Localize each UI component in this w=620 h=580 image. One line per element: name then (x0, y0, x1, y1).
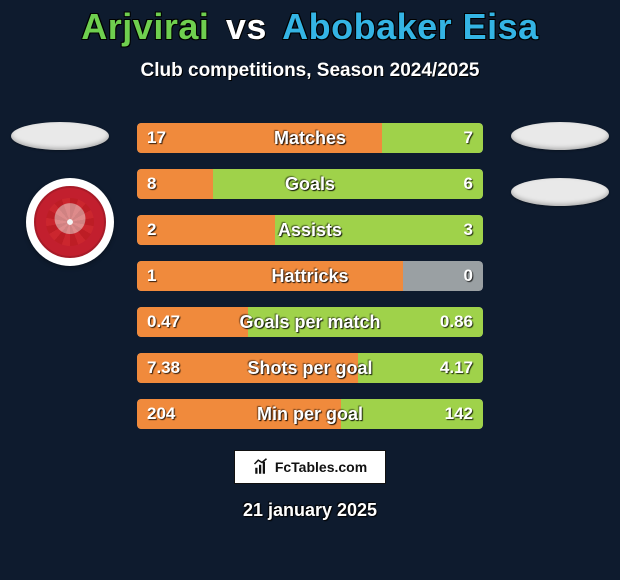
stat-row: 23Assists (137, 215, 483, 245)
player2-badge-placeholder (511, 122, 609, 150)
stat-fill-right (213, 169, 483, 199)
stat-value-left: 8 (137, 169, 166, 199)
brand-text: FcTables.com (275, 459, 367, 475)
club-badge (26, 178, 114, 266)
stat-value-right: 142 (435, 399, 483, 429)
stat-value-right: 6 (454, 169, 483, 199)
page-title: Arjvirai vs Abobaker Eisa (0, 6, 620, 48)
player1-badge-placeholder (11, 122, 109, 150)
stat-value-left: 2 (137, 215, 166, 245)
stat-bars: 177Matches86Goals23Assists10Hattricks0.4… (137, 123, 483, 445)
stat-row: 10Hattricks (137, 261, 483, 291)
stat-row: 86Goals (137, 169, 483, 199)
comparison-card: Arjvirai vs Abobaker Eisa Club competiti… (0, 0, 620, 580)
footer-date: 21 january 2025 (0, 500, 620, 521)
stat-fill-left (137, 261, 403, 291)
stat-row: 0.470.86Goals per match (137, 307, 483, 337)
stat-value-left: 0.47 (137, 307, 190, 337)
player2-club-placeholder (511, 178, 609, 206)
stat-value-right: 7 (454, 123, 483, 153)
vs-separator: vs (226, 6, 267, 47)
player2-name: Abobaker Eisa (282, 6, 539, 47)
stat-value-left: 204 (137, 399, 185, 429)
stat-row: 204142Min per goal (137, 399, 483, 429)
stat-value-left: 1 (137, 261, 166, 291)
stat-value-right: 3 (454, 215, 483, 245)
stat-value-left: 17 (137, 123, 176, 153)
stat-value-right: 4.17 (430, 353, 483, 383)
stat-value-right: 0 (454, 261, 483, 291)
subtitle: Club competitions, Season 2024/2025 (0, 60, 620, 82)
stat-row: 7.384.17Shots per goal (137, 353, 483, 383)
player1-name: Arjvirai (81, 6, 209, 47)
stat-fill-right (275, 215, 483, 245)
stat-value-right: 0.86 (430, 307, 483, 337)
chart-icon (253, 458, 271, 476)
brand-box[interactable]: FcTables.com (234, 450, 386, 484)
stat-row: 177Matches (137, 123, 483, 153)
club-badge-icon (34, 186, 106, 258)
stat-value-left: 7.38 (137, 353, 190, 383)
